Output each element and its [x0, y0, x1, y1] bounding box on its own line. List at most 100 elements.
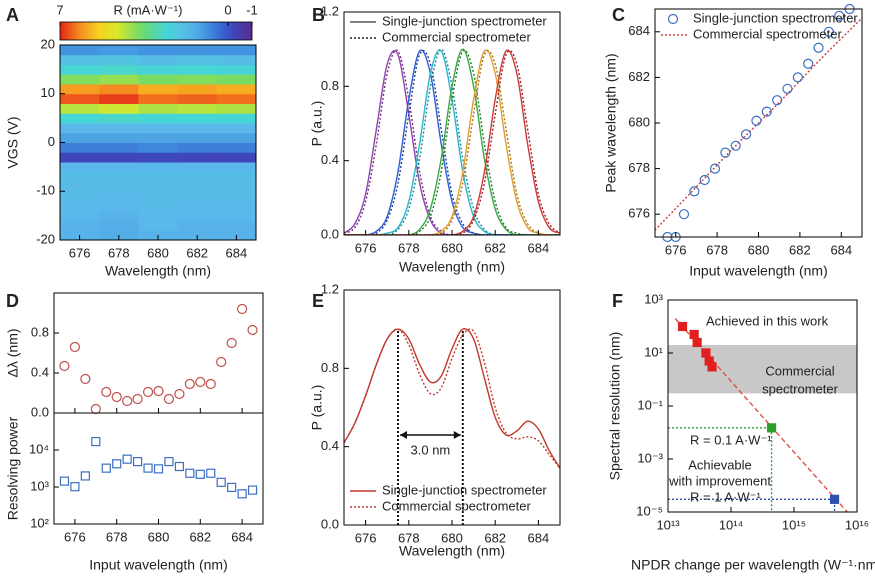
axes-frame: [53, 412, 264, 525]
heat-cell: [216, 84, 256, 95]
marker: [216, 477, 226, 487]
colorbar-tick-label: -1: [246, 2, 258, 17]
heat-cell: [60, 64, 100, 75]
panel-letter: A: [6, 5, 19, 25]
heat-cell: [177, 132, 218, 143]
marker: [122, 454, 132, 464]
heat-cell: [216, 191, 256, 202]
marker: [834, 10, 845, 21]
legend-label: Commercial spectrometer: [693, 26, 842, 41]
x-tick-label: 684: [528, 530, 550, 545]
panel-letter: B: [312, 5, 325, 25]
heat-cell: [99, 220, 139, 231]
marker: [174, 461, 184, 472]
panel-letter: D: [6, 291, 19, 311]
y-tick-label: 0.0: [31, 404, 49, 419]
heat-cell: [216, 103, 256, 114]
heat-cell: [99, 45, 139, 56]
marker: [90, 403, 101, 415]
heat-cell: [177, 103, 218, 114]
heat-cell: [99, 84, 139, 95]
y-tick-label: 676: [628, 206, 650, 221]
marker: [101, 463, 111, 473]
heat-cell: [138, 191, 179, 202]
y-tick-label: 10⁻¹: [637, 397, 663, 412]
heat-cell: [138, 152, 179, 163]
heat-cell: [216, 171, 256, 182]
y-tick-label: 0.0: [321, 226, 339, 241]
panel: D 0.0 0.4 0.8 Δλ (nm): [5, 291, 264, 419]
marker: [699, 174, 710, 186]
heat-cell: [216, 210, 256, 221]
y-tick-label: 684: [628, 23, 650, 38]
y-axis-label: Δλ (nm): [5, 328, 21, 377]
x-tick-label: 680: [748, 242, 770, 257]
x-tick-label: 678: [706, 242, 728, 257]
marker: [133, 457, 143, 467]
y-tick-label: 682: [628, 69, 650, 84]
marker: [142, 386, 154, 398]
series-line: [655, 17, 862, 231]
heat-cell: [138, 93, 179, 104]
x-tick-label: 10¹⁶: [845, 517, 869, 532]
legend-label: Commercial spectrometer: [382, 29, 531, 44]
heat-cell: [60, 132, 100, 143]
y-tick-label: 1.2: [321, 281, 339, 296]
heat-cell: [138, 162, 179, 173]
heat-cell: [99, 210, 139, 221]
x-tick-label: 682: [186, 245, 208, 260]
heat-cell: [177, 171, 218, 182]
marker: [689, 329, 699, 340]
heat-cell: [216, 132, 256, 143]
y-tick-label: 0.0: [321, 516, 339, 531]
panel-letter: E: [312, 291, 324, 311]
marker: [707, 362, 717, 372]
x-tick-label: 684: [528, 240, 550, 255]
heat-cell: [216, 220, 256, 231]
heat-cell: [99, 181, 139, 192]
plot-area: [344, 48, 560, 235]
heat-cell: [138, 181, 179, 192]
legend-label: Single-junction spectrometer: [693, 10, 858, 25]
y-tick-label: 0.4: [31, 364, 49, 379]
heat-cell: [99, 93, 139, 104]
marker: [195, 376, 206, 388]
x-tick-label: 678: [108, 245, 130, 260]
y-tick-label: 0.4: [321, 152, 339, 167]
marker: [111, 391, 122, 403]
x-tick-label: 10¹³: [656, 517, 680, 532]
marker: [740, 129, 752, 140]
series-line: [344, 50, 560, 235]
heat-cell: [138, 45, 179, 56]
heat-cell: [216, 45, 256, 56]
heat-cell: [216, 64, 256, 75]
marker: [122, 395, 133, 407]
marker: [237, 303, 248, 315]
plot-area: [668, 318, 857, 512]
x-tick-label: 682: [484, 240, 506, 255]
marker: [829, 494, 840, 504]
heat-cell: [60, 171, 100, 182]
x-axis-label: Wavelength (nm): [399, 259, 505, 275]
heat-cell: [60, 220, 100, 231]
y-tick-label: 10³: [30, 478, 49, 493]
y-tick-label: 20: [41, 36, 55, 51]
panel: A R (mA·W⁻¹) 7 0 -1 676 678 680 682 684 -20 -10 0 10 2…: [5, 2, 258, 278]
x-axis-label: Input wavelength (nm): [89, 557, 228, 573]
y-tick-label: -20: [36, 231, 55, 246]
x-tick-label: 678: [106, 529, 128, 544]
y-tick-label: 680: [628, 114, 650, 129]
heat-cell: [99, 103, 139, 114]
annotation: R = 1 A·W⁻¹: [690, 489, 761, 504]
heat-cell: [99, 64, 139, 75]
heat-cell: [138, 64, 179, 75]
band-label: Commercial: [765, 363, 834, 378]
heat-cell: [60, 201, 100, 212]
series-line: [344, 49, 560, 235]
x-tick-label: 682: [484, 530, 506, 545]
marker: [59, 360, 70, 372]
panel: 676 678 680 682 684 10² 10³ 10⁴ Input wavelength…: [5, 412, 264, 573]
marker: [709, 163, 721, 174]
x-tick-label: 676: [69, 245, 91, 260]
marker: [153, 464, 164, 474]
